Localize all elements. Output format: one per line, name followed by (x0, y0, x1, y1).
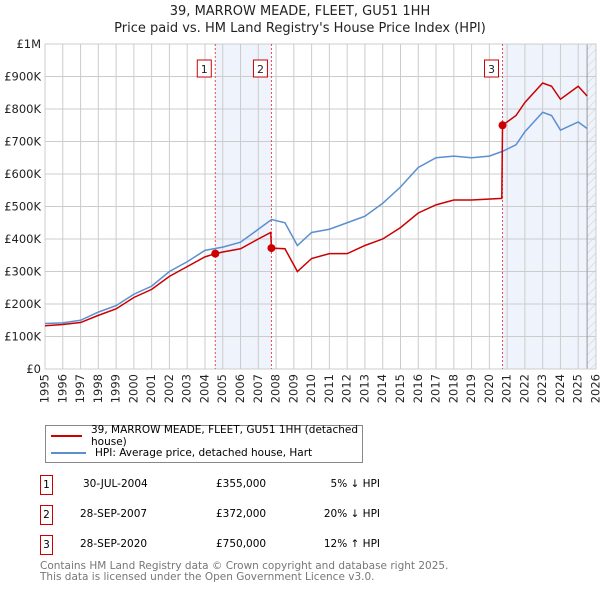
legend-swatch (51, 452, 86, 454)
x-tick-label: 1998 (91, 374, 105, 403)
y-tick-label: £0 (26, 362, 41, 376)
x-tick-label: 1995 (38, 374, 52, 403)
sale-label: 3 (488, 63, 495, 76)
sale-label-box (252, 59, 268, 78)
x-tick-label: 2018 (446, 374, 460, 403)
sale-point (498, 121, 507, 130)
x-tick-label: 2006 (233, 374, 247, 403)
plot-frame (44, 43, 597, 370)
y-tick-label: £800K (4, 102, 41, 116)
x-tick-label: 2016 (411, 374, 425, 403)
x-tick-label: 2010 (304, 374, 318, 403)
legend-item-hpi: HPI: Average price, detached house, Hart (46, 445, 312, 461)
sale-price: £355,000 (216, 478, 267, 490)
footer-line: This data is licensed under the Open Gov… (40, 571, 375, 583)
y-tick-label: £900K (4, 70, 41, 84)
sale-point (267, 244, 276, 253)
sale-label-box (196, 59, 212, 78)
sale-date: 28-SEP-2020 (80, 538, 148, 550)
sale-hpi-diff: 12% ↑ HPI (323, 538, 380, 550)
x-tick-label: 2004 (197, 374, 211, 403)
y-tick-label: £1M (16, 37, 41, 51)
y-tick-label: £200K (4, 297, 41, 311)
legend-swatch (51, 435, 82, 437)
x-tick-label: 1997 (73, 374, 87, 403)
legend-item-property: 39, MARROW MEADE, FLEET, GU51 1HH (detac… (46, 424, 362, 448)
sale-label: 1 (201, 63, 208, 76)
legend: 39, MARROW MEADE, FLEET, GU51 1HH (detac… (45, 424, 363, 463)
x-tick-label: 1996 (55, 374, 69, 403)
x-tick-label: 2015 (393, 374, 407, 403)
x-tick-label: 2026 (589, 374, 600, 403)
x-tick-label: 2019 (464, 374, 478, 403)
property-line (44, 82, 588, 327)
x-tick-label: 2005 (215, 374, 229, 403)
y-tick-label: £400K (4, 232, 41, 246)
x-tick-label: 2002 (162, 374, 176, 403)
sale-date: 30-JUL-2004 (83, 478, 148, 490)
x-tick-label: 2001 (144, 374, 158, 403)
x-tick-label: 2007 (251, 374, 265, 403)
y-tick-label: £600K (4, 167, 41, 181)
legend-label: HPI: Average price, detached house, Hart (95, 447, 313, 459)
x-tick-label: 2014 (375, 374, 389, 403)
x-tick-label: 2017 (429, 374, 443, 403)
sale-number: 1 (40, 475, 53, 495)
x-tick-label: 2008 (269, 374, 283, 403)
sale-row: 2 28-SEP-2007 £372,000 20% ↓ HPI (40, 505, 380, 525)
sale-row: 1 30-JUL-2004 £355,000 5% ↓ HPI (40, 475, 380, 495)
x-tick-label: 2011 (322, 374, 336, 403)
sale-label: 2 (257, 63, 264, 76)
sale-date: 28-SEP-2007 (80, 508, 148, 520)
x-tick-label: 2022 (517, 374, 531, 403)
sale-hpi-diff: 5% ↓ HPI (330, 478, 380, 490)
sale-row: 3 28-SEP-2020 £750,000 12% ↑ HPI (40, 535, 380, 555)
x-tick-label: 2012 (340, 374, 354, 403)
x-tick-label: 2020 (482, 374, 496, 403)
y-tick-label: £500K (4, 200, 41, 214)
chart-title: 39, MARROW MEADE, FLEET, GU51 1HH (169, 4, 431, 19)
x-tick-label: 2003 (180, 374, 194, 403)
x-tick-label: 2000 (126, 374, 140, 403)
sale-price: £372,000 (216, 508, 267, 520)
price-chart: £0 £100K £200K £300K £400K £500K £600K £700K £80… (4, 37, 600, 403)
x-tick-label: 2023 (535, 374, 549, 403)
x-tick-label: 1999 (109, 374, 123, 403)
x-tick-label: 2021 (500, 374, 514, 403)
sale-point (211, 249, 220, 258)
x-tick-label: 2024 (553, 374, 567, 403)
sale-price: £750,000 (216, 538, 267, 550)
legend-label: 39, MARROW MEADE, FLEET, GU51 1HH (detac… (90, 424, 359, 448)
x-tick-label: 2025 (571, 374, 585, 403)
y-tick-label: £100K (4, 330, 41, 344)
footer: Contains HM Land Registry data © Crown c… (40, 561, 448, 583)
x-tick-label: 2009 (286, 374, 300, 403)
hpi-line (44, 111, 588, 325)
y-tick-label: £700K (4, 135, 41, 149)
chart-subtitle: Price paid vs. HM Land Registry's House … (114, 21, 486, 36)
x-tick-label: 2013 (357, 374, 371, 403)
y-tick-label: £300K (4, 265, 41, 279)
sale-hpi-diff: 20% ↓ HPI (323, 508, 380, 520)
sale-number: 3 (40, 535, 53, 555)
sale-number: 2 (40, 505, 53, 525)
sale-label-box (484, 59, 500, 78)
footer-line: Contains HM Land Registry data © Crown c… (40, 560, 449, 572)
